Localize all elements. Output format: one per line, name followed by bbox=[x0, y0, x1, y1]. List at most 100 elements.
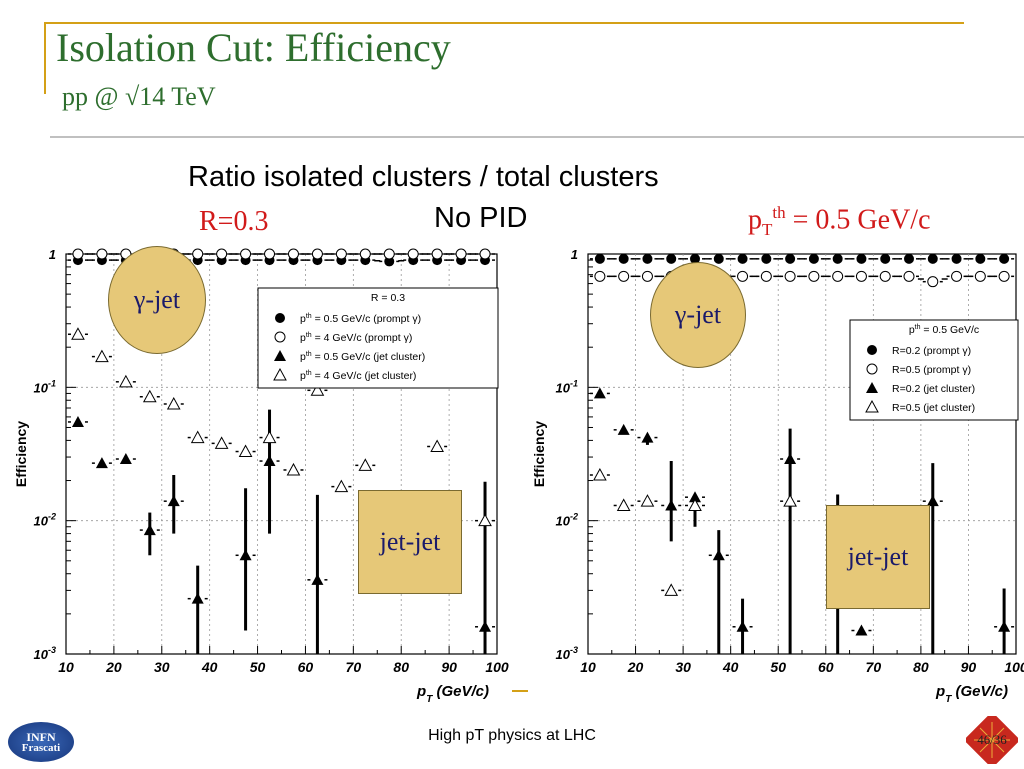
data-point-filled-triangle bbox=[617, 423, 630, 435]
data-point-open-triangle bbox=[238, 444, 253, 458]
x-tick-label: 90 bbox=[441, 659, 457, 675]
orange-dash-mark bbox=[512, 690, 528, 692]
y-tick-exponent: -3 bbox=[570, 645, 578, 655]
y-tick-base: 10 bbox=[34, 514, 49, 529]
x-tick-label: 70 bbox=[346, 659, 362, 675]
data-point-open-triangle bbox=[334, 479, 349, 493]
legend-entry-p: p bbox=[300, 332, 306, 344]
header-accent-vertical bbox=[44, 22, 46, 94]
data-point-open-triangle bbox=[358, 458, 373, 471]
data-point-open-triangle bbox=[262, 430, 277, 444]
data-point-filled-circle bbox=[927, 253, 938, 264]
y-tick-label: 10-2 bbox=[556, 512, 578, 529]
x-label-p: p bbox=[935, 683, 945, 700]
legend-entry-label: pth = 0.5 GeV/c (jet cluster) bbox=[300, 351, 425, 363]
x-label-p: p bbox=[416, 683, 426, 700]
data-point-open-circle bbox=[72, 248, 84, 260]
infn-logo-text-1: INFN bbox=[26, 729, 56, 744]
data-point-filled-triangle bbox=[143, 524, 156, 536]
data-point-filled-circle bbox=[832, 253, 843, 264]
page-number-badge: 46/36 bbox=[963, 711, 1021, 769]
y-tick-label: 1 bbox=[571, 247, 578, 262]
right-label-sub: T bbox=[762, 219, 773, 239]
legend-entry-label: pth = 0.5 GeV/c (prompt γ) bbox=[300, 313, 421, 325]
legend-entry-label: R=0.2 (prompt γ) bbox=[892, 345, 971, 357]
x-tick-label: 30 bbox=[675, 659, 691, 675]
data-point-open-triangle bbox=[273, 367, 287, 381]
data-point-filled-triangle bbox=[71, 415, 84, 427]
right-label-sup: th bbox=[772, 203, 786, 222]
left-efficiency-chart: 10 20 30 40 50 60 70 80 90 100110-110-210-3Effici… bbox=[13, 247, 509, 705]
data-point-open-triangle bbox=[616, 498, 631, 511]
data-point-filled-circle bbox=[808, 253, 819, 264]
y-tick-exponent: -2 bbox=[48, 512, 56, 522]
legend-title: pth = 0.5 GeV/c bbox=[909, 324, 979, 336]
data-point-open-circle bbox=[951, 270, 963, 282]
data-point-filled-triangle bbox=[593, 387, 606, 399]
data-point-open-circle bbox=[359, 248, 371, 260]
x-tick-label: 20 bbox=[627, 659, 644, 675]
x-tick-label: 60 bbox=[818, 659, 834, 675]
data-point-open-circle bbox=[216, 248, 228, 260]
data-point-filled-triangle bbox=[167, 495, 180, 507]
y-tick-base: 10 bbox=[34, 647, 49, 662]
data-point-open-circle bbox=[784, 270, 796, 282]
data-point-open-circle bbox=[192, 248, 204, 260]
data-point-open-triangle bbox=[119, 374, 133, 388]
data-point-open-circle bbox=[274, 331, 286, 343]
data-point-open-circle bbox=[903, 270, 915, 282]
data-point-open-circle bbox=[96, 248, 108, 260]
data-point-open-circle bbox=[407, 248, 419, 260]
data-point-open-circle bbox=[455, 248, 467, 260]
y-tick-label: 10-3 bbox=[556, 645, 578, 662]
data-point-open-circle bbox=[808, 270, 820, 282]
x-tick-label: 50 bbox=[250, 659, 266, 675]
legend-entry-sup: th bbox=[306, 332, 312, 339]
data-point-filled-circle bbox=[642, 253, 653, 264]
data-point-open-circle bbox=[855, 270, 867, 282]
data-point-open-circle bbox=[618, 270, 630, 282]
data-point-filled-circle bbox=[618, 253, 629, 264]
y-tick-label: 10-1 bbox=[556, 378, 578, 395]
data-point-filled-triangle bbox=[736, 620, 749, 632]
data-point-filled-triangle bbox=[855, 624, 868, 636]
data-point-open-triangle bbox=[190, 430, 205, 444]
page-number: 46/36 bbox=[977, 732, 1007, 747]
data-point-filled-circle bbox=[275, 313, 285, 323]
data-point-open-triangle bbox=[640, 494, 655, 507]
data-point-open-circle bbox=[998, 270, 1010, 282]
x-tick-label: 60 bbox=[298, 659, 314, 675]
data-point-open-circle bbox=[335, 248, 347, 260]
data-point-filled-circle bbox=[713, 253, 724, 264]
data-point-open-circle bbox=[240, 248, 252, 260]
data-point-open-circle bbox=[974, 270, 986, 282]
data-point-open-circle bbox=[866, 363, 878, 375]
data-point-open-triangle bbox=[430, 439, 444, 452]
legend-title-sup: th bbox=[915, 324, 921, 331]
data-point-open-circle bbox=[311, 248, 323, 260]
page-badge-graphic bbox=[963, 711, 1021, 769]
y-tick-exponent: -1 bbox=[48, 378, 56, 388]
y-axis-label: Efficiency bbox=[13, 421, 29, 487]
x-axis-label: pT (GeV/c) bbox=[416, 683, 489, 705]
data-point-filled-triangle bbox=[641, 431, 654, 443]
data-point-open-triangle bbox=[142, 389, 157, 403]
footer-text: High pT physics at LHC bbox=[428, 727, 596, 744]
data-point-open-triangle bbox=[865, 399, 879, 413]
data-point-filled-triangle bbox=[119, 453, 132, 465]
left-gamma-jet-label: γ-jet bbox=[133, 285, 181, 314]
x-tick-label: 80 bbox=[913, 659, 929, 675]
header-separator bbox=[50, 136, 1024, 138]
data-point-open-circle bbox=[594, 270, 606, 282]
legend-title-rest: = 0.5 GeV/c bbox=[921, 324, 980, 336]
data-point-filled-triangle bbox=[784, 453, 797, 465]
infn-logo: INFN Frascati bbox=[8, 722, 74, 762]
x-tick-label: 30 bbox=[154, 659, 170, 675]
legend-entry-rest: = 0.5 GeV/c (jet cluster) bbox=[312, 351, 426, 363]
data-point-open-circle bbox=[264, 248, 276, 260]
data-point-filled-circle bbox=[737, 253, 748, 264]
x-label-units: (GeV/c) bbox=[951, 683, 1008, 700]
legend-entry-label: R=0.5 (jet cluster) bbox=[892, 402, 975, 414]
x-label-sub: T bbox=[945, 694, 952, 705]
x-tick-label: 90 bbox=[961, 659, 977, 675]
